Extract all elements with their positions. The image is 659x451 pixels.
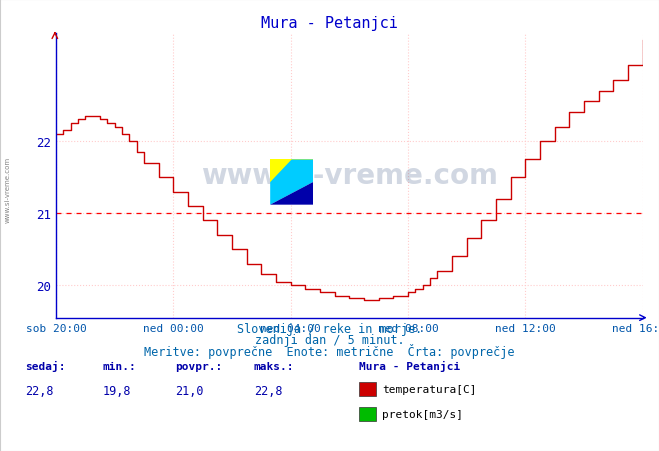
Text: sedaj:: sedaj:	[25, 360, 65, 371]
Text: 22,8: 22,8	[254, 384, 282, 397]
Text: Meritve: povprečne  Enote: metrične  Črta: povprečje: Meritve: povprečne Enote: metrične Črta:…	[144, 343, 515, 358]
Polygon shape	[270, 183, 313, 205]
Polygon shape	[270, 160, 313, 205]
Text: Mura - Petanjci: Mura - Petanjci	[359, 360, 461, 371]
Text: temperatura[C]: temperatura[C]	[382, 384, 476, 394]
Text: www.si-vreme.com: www.si-vreme.com	[201, 162, 498, 190]
Text: min.:: min.:	[102, 361, 136, 371]
Text: 22,8: 22,8	[25, 384, 53, 397]
Polygon shape	[270, 160, 313, 183]
Text: povpr.:: povpr.:	[175, 361, 222, 371]
Text: 21,0: 21,0	[175, 384, 203, 397]
Text: Slovenija / reke in morje.: Slovenija / reke in morje.	[237, 322, 422, 336]
Text: 19,8: 19,8	[102, 384, 130, 397]
Text: Mura - Petanjci: Mura - Petanjci	[261, 16, 398, 31]
Text: pretok[m3/s]: pretok[m3/s]	[382, 409, 463, 419]
Text: www.si-vreme.com: www.si-vreme.com	[5, 156, 11, 222]
Text: maks.:: maks.:	[254, 361, 294, 371]
Text: zadnji dan / 5 minut.: zadnji dan / 5 minut.	[254, 333, 405, 346]
